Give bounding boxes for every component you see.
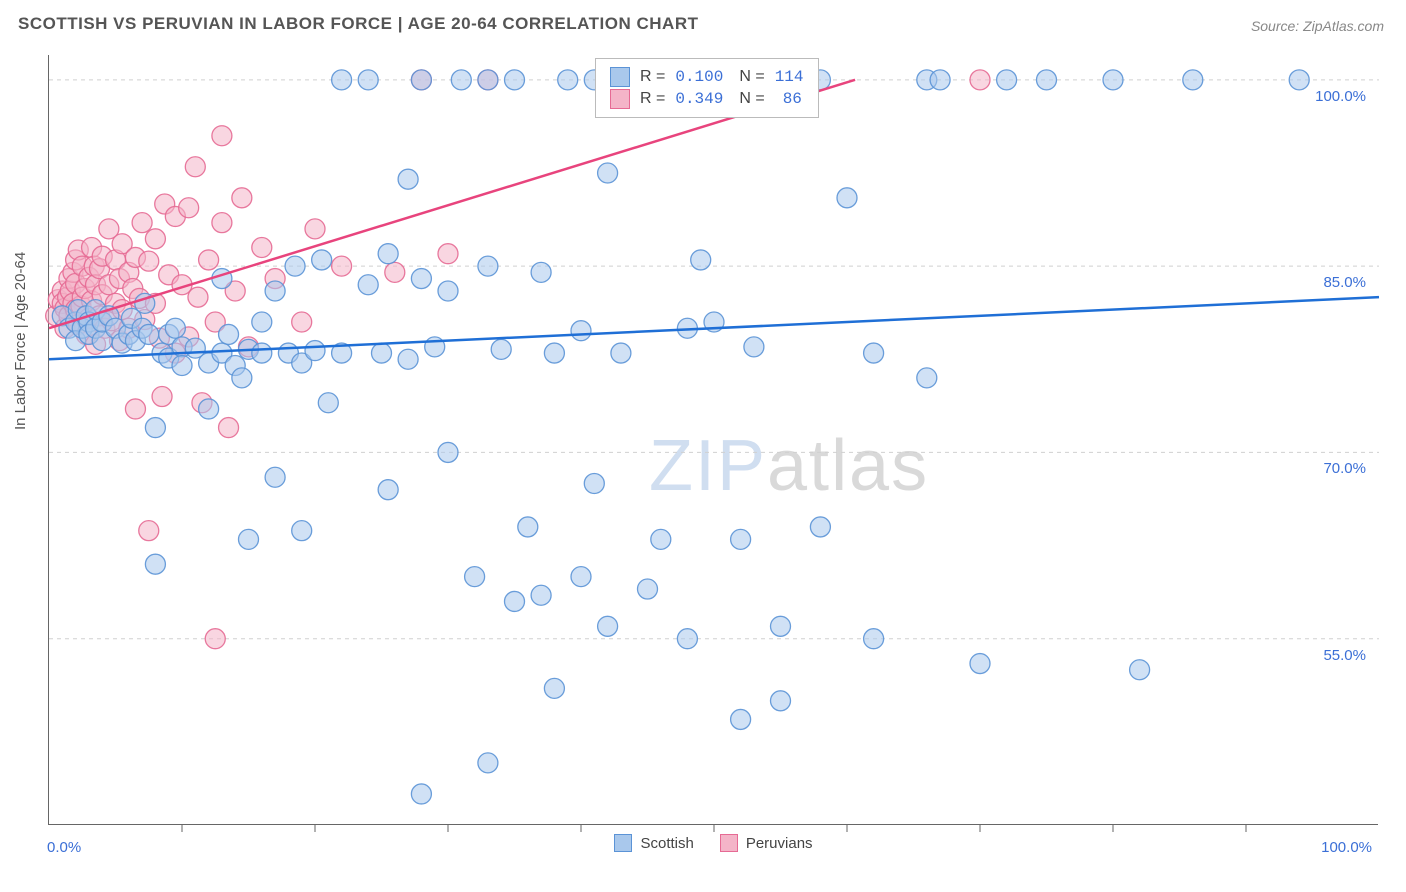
- y-tick-label: 85.0%: [1323, 274, 1366, 291]
- y-tick-label: 100.0%: [1315, 88, 1366, 105]
- stats-legend: R = 0.100 N = 114 R = 0.349 N = 86: [595, 58, 819, 118]
- scottish-n-value: 114: [775, 68, 804, 86]
- source-label: Source: ZipAtlas.com: [1251, 18, 1384, 34]
- scottish-swatch-icon: [610, 67, 630, 87]
- scottish-legend-label: Scottish: [640, 835, 693, 852]
- scottish-legend-swatch-icon: [614, 834, 632, 852]
- x-tick-label: 0.0%: [47, 839, 81, 856]
- scottish-r-value: 0.100: [675, 68, 723, 86]
- peruvians-swatch-icon: [610, 89, 630, 109]
- y-tick-label: 55.0%: [1323, 647, 1366, 664]
- peruvians-n-value: 86: [783, 90, 802, 108]
- stats-row-scottish: R = 0.100 N = 114: [610, 67, 804, 87]
- legend-item-peruvians: Peruvians: [720, 834, 813, 852]
- stats-row-peruvians: R = 0.349 N = 86: [610, 89, 804, 109]
- x-tick-label: 100.0%: [1321, 839, 1372, 856]
- chart-title: SCOTTISH VS PERUVIAN IN LABOR FORCE | AG…: [18, 14, 698, 34]
- y-axis-label: In Labor Force | Age 20-64: [12, 252, 29, 430]
- peruvians-legend-swatch-icon: [720, 834, 738, 852]
- series-legend: Scottish Peruvians: [49, 834, 1378, 852]
- scatter-svg: [49, 55, 1378, 824]
- legend-item-scottish: Scottish: [614, 834, 693, 852]
- peruvians-r-value: 0.349: [675, 90, 723, 108]
- correlation-chart: SCOTTISH VS PERUVIAN IN LABOR FORCE | AG…: [0, 0, 1406, 892]
- y-tick-label: 70.0%: [1323, 460, 1366, 477]
- plot-area: ZIPatlas R = 0.100 N = 114 R = 0.349 N =: [48, 55, 1378, 825]
- peruvians-legend-label: Peruvians: [746, 835, 813, 852]
